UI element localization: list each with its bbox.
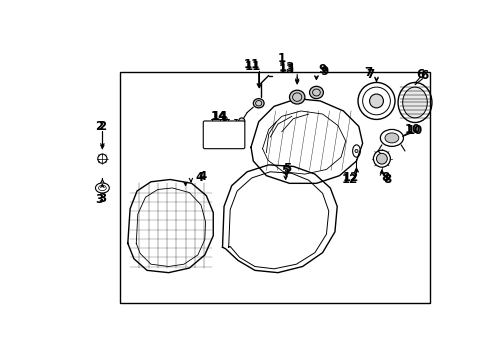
Ellipse shape bbox=[289, 90, 305, 104]
Text: 9: 9 bbox=[319, 65, 327, 78]
Text: 8: 8 bbox=[381, 171, 389, 184]
Text: 3: 3 bbox=[95, 193, 103, 206]
Text: 11: 11 bbox=[243, 58, 259, 71]
Text: 7: 7 bbox=[364, 66, 372, 79]
Text: 12: 12 bbox=[342, 171, 359, 184]
Text: 14: 14 bbox=[210, 110, 226, 123]
Text: 2: 2 bbox=[95, 120, 103, 133]
Text: 2: 2 bbox=[98, 120, 106, 133]
Ellipse shape bbox=[309, 86, 323, 99]
Text: 9: 9 bbox=[318, 63, 326, 76]
Text: 7: 7 bbox=[366, 68, 374, 81]
Text: 5: 5 bbox=[283, 162, 291, 175]
FancyBboxPatch shape bbox=[203, 121, 244, 149]
Ellipse shape bbox=[384, 133, 398, 143]
Polygon shape bbox=[250, 99, 362, 183]
Text: 4: 4 bbox=[198, 170, 206, 183]
Text: 6: 6 bbox=[415, 68, 424, 81]
Text: 13: 13 bbox=[279, 61, 295, 74]
Text: 1: 1 bbox=[277, 52, 285, 65]
Ellipse shape bbox=[253, 99, 264, 108]
Ellipse shape bbox=[376, 153, 386, 164]
Text: 13: 13 bbox=[279, 63, 295, 76]
Text: 10: 10 bbox=[406, 124, 422, 137]
Text: 3: 3 bbox=[98, 192, 106, 205]
Ellipse shape bbox=[402, 87, 427, 118]
Polygon shape bbox=[127, 180, 213, 273]
Text: 4: 4 bbox=[195, 171, 203, 184]
Text: 10: 10 bbox=[404, 123, 420, 136]
Text: 14: 14 bbox=[212, 110, 228, 123]
Ellipse shape bbox=[238, 118, 244, 124]
Text: 8: 8 bbox=[383, 173, 390, 186]
Ellipse shape bbox=[369, 94, 383, 108]
Text: 6: 6 bbox=[419, 69, 427, 82]
Polygon shape bbox=[222, 165, 337, 273]
Text: 5: 5 bbox=[281, 164, 289, 177]
Ellipse shape bbox=[354, 149, 357, 153]
Bar bbox=[120, 72, 429, 303]
Text: 12: 12 bbox=[341, 173, 357, 186]
Text: 11: 11 bbox=[244, 60, 261, 73]
